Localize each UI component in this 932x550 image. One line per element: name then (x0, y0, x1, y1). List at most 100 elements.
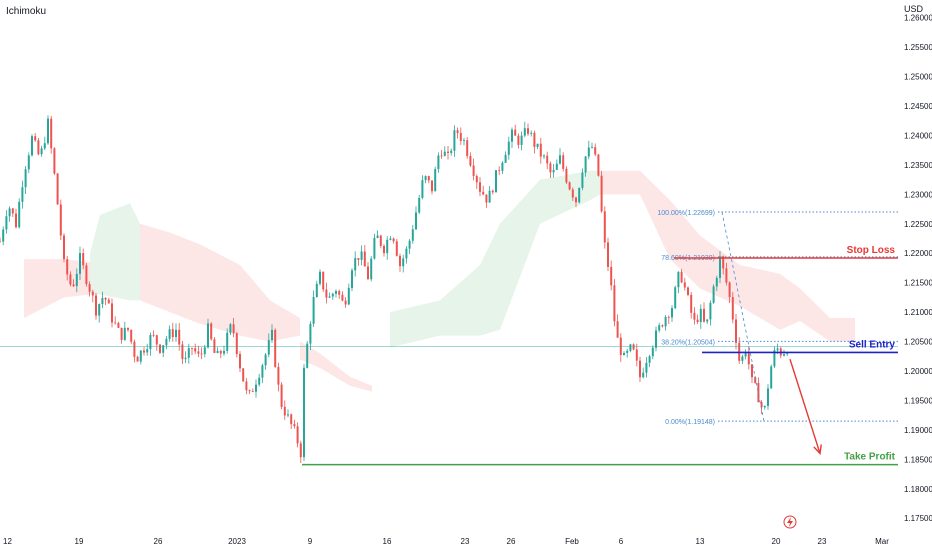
candle-up (258, 377, 261, 385)
candle-down (747, 352, 750, 365)
projection-arrow (789, 359, 822, 455)
candle-down (136, 356, 139, 362)
candle-up (709, 302, 712, 320)
candle-down (399, 255, 401, 267)
candle-up (552, 169, 555, 173)
time-tick-label: 23 (461, 537, 470, 546)
candle-up (773, 350, 776, 367)
candle-down (127, 327, 129, 330)
price-tick-label: 1.19000 (904, 426, 932, 435)
candle-down (325, 289, 328, 298)
cloud-bearish (300, 341, 372, 392)
candle-down (283, 406, 286, 416)
candle-up (303, 367, 305, 458)
candle-down (635, 349, 638, 361)
candle-down (37, 140, 40, 155)
candle-up (271, 329, 273, 341)
candle-up (629, 344, 632, 351)
candle-up (207, 323, 209, 348)
candle-down (751, 364, 753, 378)
candle-down (603, 211, 606, 243)
candle-up (712, 286, 715, 303)
candle-down (69, 274, 72, 285)
candle-down (757, 382, 760, 403)
candle-down (514, 129, 517, 136)
candle-up (347, 287, 350, 305)
candle-up (443, 151, 446, 156)
candle-down (63, 235, 65, 260)
time-tick-label: 20 (772, 537, 781, 546)
time-axis[interactable]: 12 19 26 2023 9 16 23 26 Feb 6 13 20 23 Mar (0, 530, 932, 550)
price-axis[interactable]: 1.26000 1.25500 1.25000 1.24500 1.24000 1.235… (898, 0, 932, 550)
candle-up (744, 352, 747, 357)
candle-down (594, 147, 597, 155)
candle-up (504, 154, 507, 163)
candle-up (715, 277, 718, 287)
candle-down (395, 241, 398, 256)
candle-up (523, 128, 526, 136)
candle-down (703, 308, 705, 322)
candle-up (671, 308, 673, 318)
candle-up (335, 291, 337, 294)
candle-up (168, 329, 171, 339)
candle-down (130, 329, 133, 342)
candle-up (770, 366, 773, 389)
candle-down (680, 271, 683, 283)
candle-up (27, 155, 30, 170)
candle-down (485, 194, 488, 203)
price-axis-background (898, 0, 932, 550)
candle-down (571, 189, 574, 198)
candle-down (613, 285, 616, 322)
time-tick-label: 19 (75, 537, 84, 546)
candle-up (331, 293, 334, 297)
candle-down (152, 334, 155, 336)
candle-down (459, 133, 462, 141)
candle-down (82, 253, 85, 266)
candle-up (101, 297, 104, 305)
candle-down (53, 148, 56, 174)
candle-up (584, 156, 587, 173)
candle-up (677, 271, 680, 288)
candle-up (5, 216, 8, 230)
candle-down (639, 360, 641, 378)
candle-down (194, 348, 197, 352)
candle-down (616, 321, 619, 338)
candle-down (293, 424, 296, 427)
candle-down (498, 170, 501, 172)
candle-down (632, 344, 635, 350)
candle-down (59, 204, 62, 236)
candle-up (418, 197, 421, 213)
fib-level-label: 38.20%(1.20504) (661, 339, 715, 346)
candle-down (299, 443, 302, 458)
candle-up (658, 325, 661, 331)
candle-up (165, 338, 168, 346)
time-tick-label: 26 (507, 537, 516, 546)
price-tick-label: 1.25000 (904, 73, 932, 82)
time-tick-label: Feb (565, 537, 579, 546)
lightning-icon[interactable] (783, 515, 797, 529)
candle-up (776, 348, 779, 351)
price-tick-label: 1.24000 (904, 131, 932, 140)
time-tick-label: 6 (619, 537, 624, 546)
candle-up (405, 248, 408, 259)
ichimoku-cloud (24, 170, 855, 392)
candle-down (85, 265, 88, 285)
candle-down (367, 266, 369, 280)
candle-down (296, 426, 299, 444)
candle-up (450, 150, 453, 153)
candle-up (8, 208, 11, 217)
candle-down (248, 390, 251, 392)
price-tick-label: 1.20000 (904, 367, 932, 376)
candle-up (146, 349, 149, 353)
candle-up (655, 330, 657, 348)
candle-up (495, 170, 497, 193)
candle-down (107, 299, 110, 304)
candle-down (104, 297, 107, 300)
candle-up (312, 297, 315, 324)
candle-down (357, 258, 360, 260)
candle-up (229, 324, 232, 333)
cloud-bullish (90, 203, 140, 301)
candle-up (75, 273, 78, 287)
candle-down (120, 327, 123, 340)
